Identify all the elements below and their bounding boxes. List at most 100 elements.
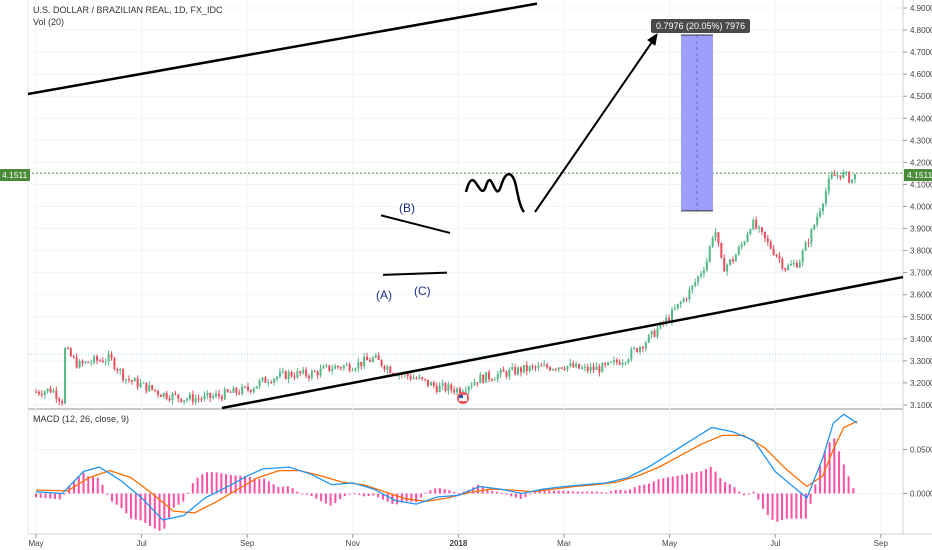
histogram-bar bbox=[172, 493, 175, 508]
candle-body bbox=[87, 361, 90, 363]
histogram-bar bbox=[39, 493, 42, 498]
histogram-bar bbox=[381, 493, 384, 500]
candle bbox=[615, 357, 618, 366]
candle-body bbox=[290, 372, 293, 377]
histogram-bar bbox=[305, 493, 308, 495]
price-pane[interactable] bbox=[28, 0, 903, 408]
histogram-bar bbox=[362, 493, 365, 497]
wave-label-a[interactable]: (A) bbox=[376, 288, 392, 302]
histogram-bar bbox=[457, 493, 460, 495]
candle bbox=[209, 392, 212, 403]
candle-body bbox=[64, 348, 67, 404]
candle-body bbox=[444, 383, 447, 391]
symbol-title[interactable]: U.S. DOLLAR / BRAZILIAN REAL, 1D, FX_IDC bbox=[33, 5, 223, 15]
candle-body bbox=[383, 366, 386, 370]
candle bbox=[360, 361, 363, 370]
histogram-bar bbox=[277, 486, 280, 494]
macd-pane[interactable] bbox=[28, 410, 903, 534]
candle bbox=[35, 389, 37, 393]
candle-body bbox=[766, 238, 769, 242]
candle-body bbox=[784, 268, 787, 270]
candle bbox=[212, 393, 215, 400]
price-axis[interactable]: 3.1000 3.2000 3.3000 3.4000 3.5000 3.6000 3.70… bbox=[903, 4, 932, 410]
time-axis[interactable]: MayJulSepNov2018MarMayJulSepNov2019MarMa… bbox=[28, 534, 932, 548]
candle bbox=[342, 364, 345, 372]
candle-body bbox=[656, 328, 659, 337]
candle-body bbox=[804, 242, 807, 251]
histogram-bar bbox=[690, 472, 693, 494]
candle bbox=[476, 382, 479, 387]
histogram-bar bbox=[624, 490, 627, 494]
candle-body bbox=[668, 317, 671, 322]
histogram-bar bbox=[657, 479, 660, 494]
candle bbox=[647, 333, 650, 344]
histogram-bar bbox=[619, 489, 622, 494]
candle bbox=[630, 346, 633, 362]
candle bbox=[763, 231, 766, 243]
x-tick-label: May bbox=[662, 539, 677, 548]
candle bbox=[746, 231, 749, 243]
candle bbox=[833, 169, 836, 177]
drawing-annotations bbox=[27, 2, 904, 410]
candle bbox=[310, 368, 313, 381]
candle-body bbox=[563, 368, 566, 370]
candle bbox=[601, 361, 604, 373]
wave-label-c[interactable]: (C) bbox=[414, 284, 431, 298]
candle-body bbox=[682, 298, 685, 303]
histogram-bar bbox=[667, 477, 670, 494]
histogram-bar bbox=[419, 493, 422, 498]
candle bbox=[694, 278, 697, 288]
histogram-bar bbox=[144, 493, 147, 523]
histogram-bar bbox=[405, 493, 408, 502]
volume-label[interactable]: Vol (20) bbox=[33, 17, 65, 27]
candle bbox=[415, 376, 418, 380]
candle-body bbox=[171, 393, 174, 401]
candle bbox=[592, 362, 595, 374]
candle bbox=[656, 325, 659, 339]
candle bbox=[46, 388, 49, 394]
candle-body bbox=[49, 388, 52, 393]
histogram-bar bbox=[258, 478, 261, 494]
candle bbox=[90, 359, 93, 366]
candle-body bbox=[78, 361, 81, 368]
candle-body bbox=[769, 241, 772, 249]
candle bbox=[69, 346, 72, 357]
macd-group bbox=[35, 413, 858, 531]
macd-line bbox=[35, 413, 858, 521]
candle bbox=[790, 260, 793, 266]
histogram-bar bbox=[320, 493, 323, 502]
candle bbox=[371, 356, 374, 364]
candle-body bbox=[819, 211, 822, 217]
candle-body bbox=[458, 388, 461, 393]
wave-label-b[interactable]: (B) bbox=[399, 201, 415, 215]
candle bbox=[380, 359, 383, 368]
candle-body bbox=[61, 401, 64, 404]
candle-body bbox=[168, 398, 171, 401]
y-tick-label: 4.7000 bbox=[910, 48, 932, 57]
candle-body bbox=[778, 256, 781, 259]
histogram-bar bbox=[415, 493, 418, 503]
histogram-bar bbox=[538, 491, 541, 494]
candle-body bbox=[572, 363, 575, 368]
candle-body bbox=[415, 378, 418, 380]
candle bbox=[142, 381, 145, 384]
macd-label[interactable]: MACD (12, 26, close, 9) bbox=[33, 414, 130, 424]
candle bbox=[177, 394, 180, 403]
measure-callout[interactable]: 0.7976 (20.05%) 7976 bbox=[651, 19, 751, 33]
candle-body bbox=[743, 241, 746, 245]
x-tick-label: Jul bbox=[770, 539, 780, 548]
candle-body bbox=[479, 374, 482, 384]
candle bbox=[339, 366, 342, 371]
candle-body bbox=[647, 334, 650, 343]
candle-body bbox=[374, 355, 377, 358]
candle-body bbox=[127, 379, 130, 381]
candle-body bbox=[798, 262, 801, 268]
candle bbox=[66, 346, 69, 350]
candle-body bbox=[781, 258, 784, 269]
candle-body bbox=[302, 369, 305, 374]
candle-body bbox=[839, 175, 842, 178]
candle-body bbox=[644, 342, 647, 349]
candle-body bbox=[104, 361, 107, 363]
